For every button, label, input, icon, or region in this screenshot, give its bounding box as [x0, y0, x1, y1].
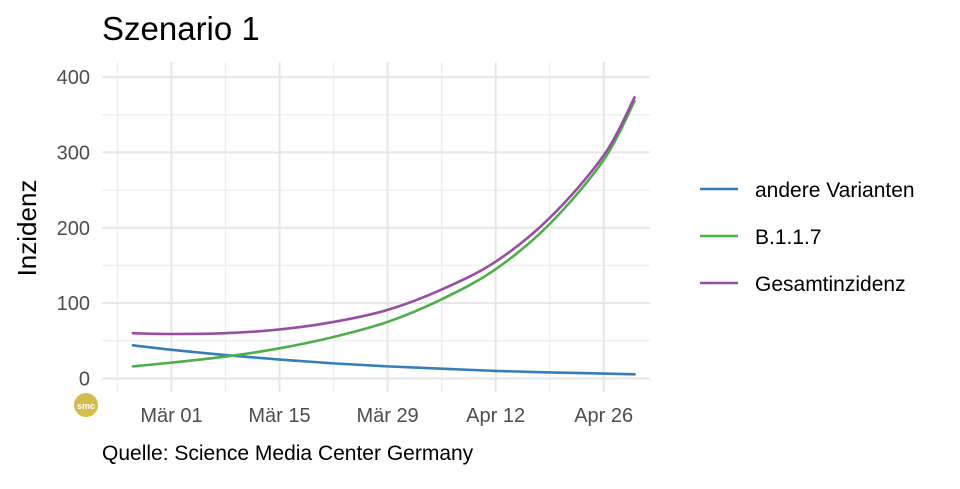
x-axis-ticks: Mär 01 Mär 15 Mär 29 Apr 12 Apr 26	[140, 405, 633, 427]
source-caption: Quelle: Science Media Center Germany	[102, 442, 474, 465]
smc-logo-text: smc	[77, 401, 95, 411]
series-line-b-1-1-7	[131, 99, 636, 368]
y-tick-label: 400	[57, 67, 90, 89]
series-lines	[131, 96, 636, 376]
series-line-gesamtinzidenz	[131, 96, 636, 336]
grid	[102, 62, 650, 392]
legend: andere Varianten B.1.1.7 Gesamtinzidenz	[700, 179, 915, 296]
legend-label: andere Varianten	[755, 179, 915, 202]
y-axis-ticks: 0 100 200 300 400	[57, 67, 90, 390]
legend-label: B.1.1.7	[755, 226, 822, 249]
x-tick-label: Mär 15	[248, 405, 310, 427]
y-tick-label: 200	[57, 218, 90, 240]
y-tick-label: 100	[57, 293, 90, 315]
chart-title: Szenario 1	[102, 10, 260, 47]
legend-label: Gesamtinzidenz	[755, 273, 906, 296]
y-tick-label: 300	[57, 142, 90, 164]
x-tick-label: Apr 26	[574, 405, 633, 427]
x-tick-label: Mär 29	[356, 405, 418, 427]
y-axis-title: Inzidenz	[12, 180, 42, 277]
smc-logo-badge	[74, 393, 98, 417]
x-tick-label: Apr 12	[466, 405, 525, 427]
x-tick-label: Mär 01	[140, 405, 202, 427]
y-tick-label: 0	[79, 368, 90, 390]
series-line-andere-varianten	[131, 343, 636, 376]
smc-logo: smc	[74, 393, 98, 417]
